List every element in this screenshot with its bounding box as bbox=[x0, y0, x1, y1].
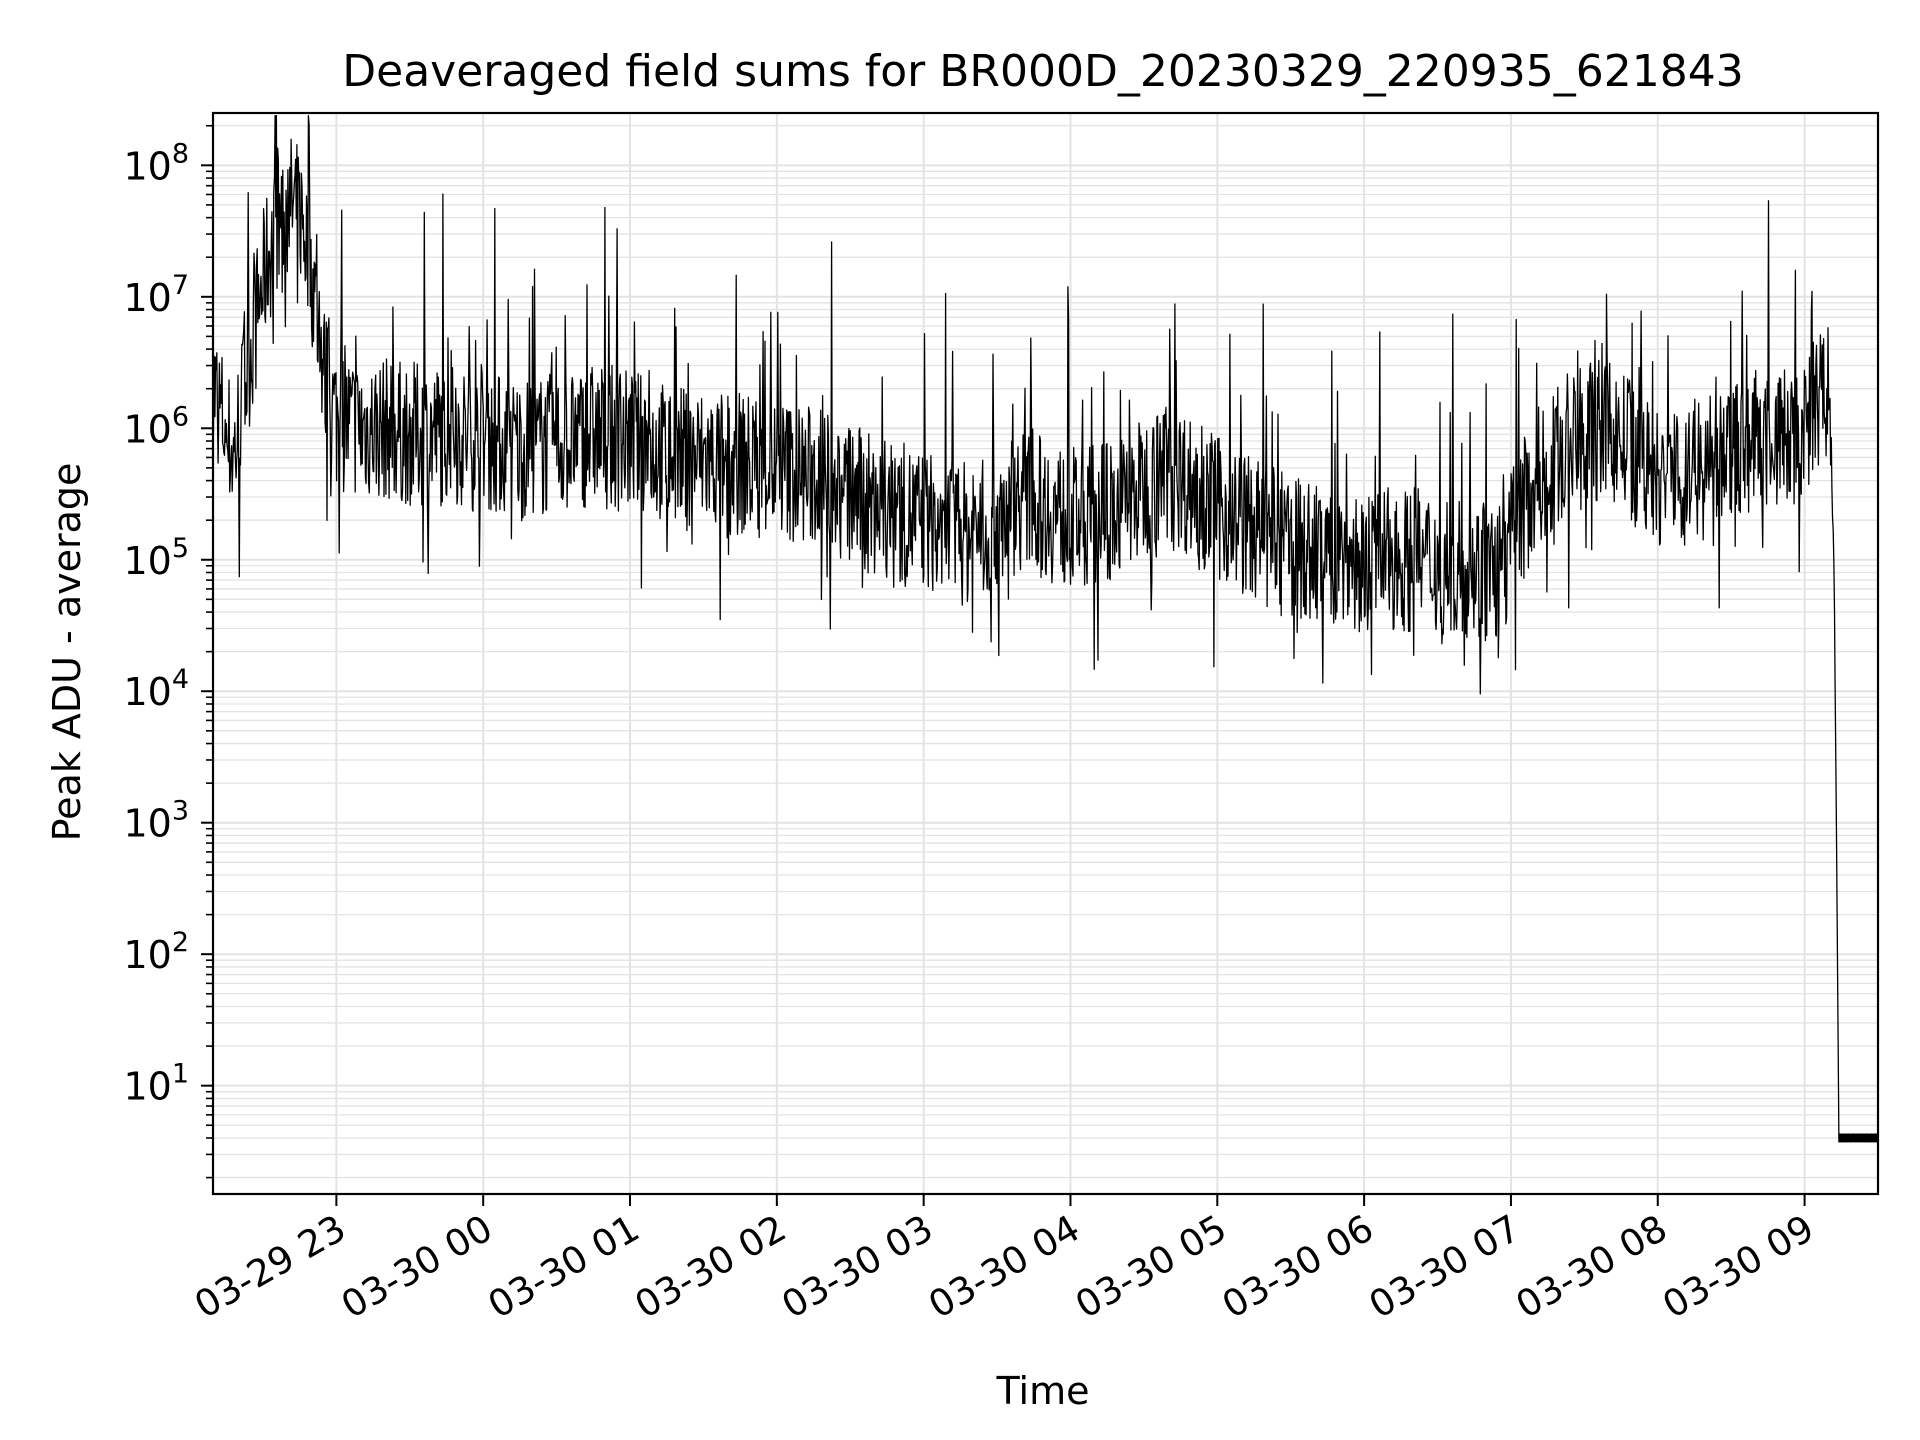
y-tick-label: 101 bbox=[123, 1059, 189, 1109]
y-axis-label: Peak ADU - average bbox=[45, 463, 89, 842]
grid-layer bbox=[213, 113, 1878, 1194]
y-tick-label: 103 bbox=[123, 796, 189, 846]
y-tick-label: 108 bbox=[123, 138, 189, 188]
y-tick-label: 107 bbox=[123, 270, 189, 320]
chart-title: Deaveraged field sums for BR000D_2023032… bbox=[342, 46, 1744, 97]
series-line bbox=[212, 114, 1879, 1143]
y-tick-label: 104 bbox=[123, 664, 189, 714]
data-layer bbox=[212, 114, 1879, 1143]
y-tick-label: 102 bbox=[123, 927, 189, 977]
plot-frame bbox=[211, 111, 1880, 1196]
y-tick-label: 106 bbox=[123, 401, 189, 451]
y-tick-label: 105 bbox=[123, 533, 189, 583]
x-axis-label: Time bbox=[996, 1369, 1090, 1413]
